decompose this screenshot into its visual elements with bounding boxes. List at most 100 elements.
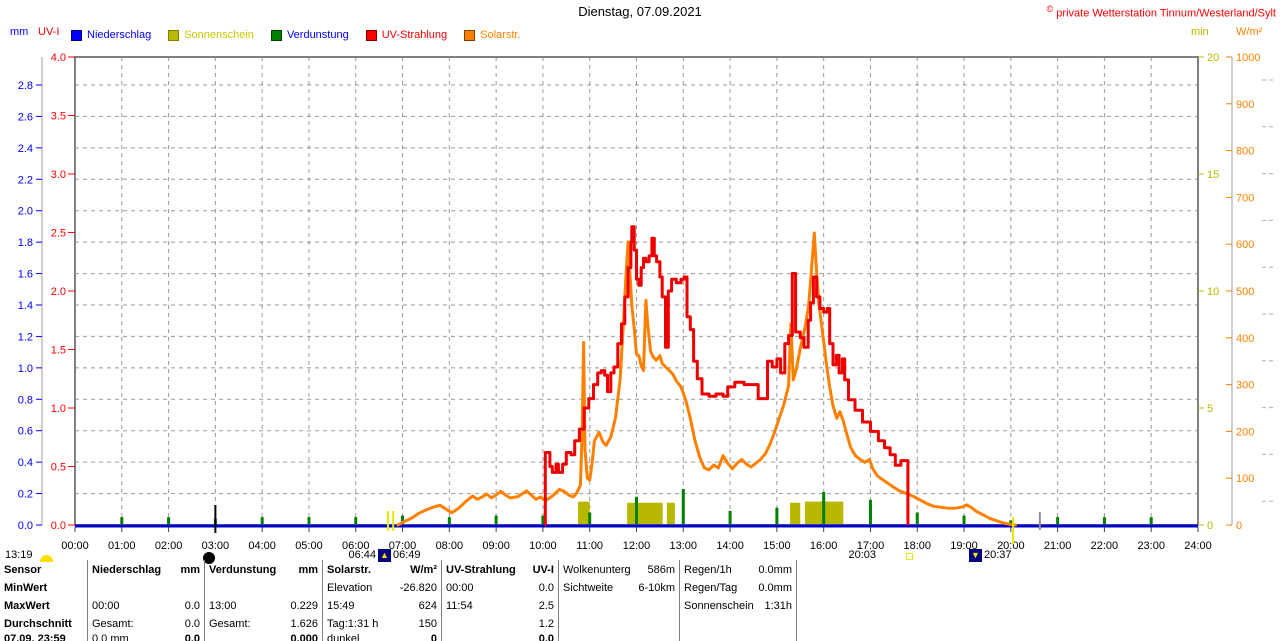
- table-cell-uv-strahlung: 0.0: [446, 633, 554, 641]
- uv-series: [543, 225, 910, 527]
- cell-label: 11:54: [446, 600, 473, 612]
- axis-tick-label: 4.0: [51, 52, 66, 64]
- axis-tick-label: 13:00: [670, 540, 698, 552]
- moonrise-time: 13:19: [5, 549, 33, 561]
- legend-swatch-icon: [464, 29, 476, 41]
- axis-tick-label: 21:00: [1044, 540, 1072, 552]
- cell-value: 2.5: [538, 600, 554, 612]
- axis-tick-label: 20: [1207, 52, 1219, 64]
- table-row-label: MinWert: [4, 582, 48, 594]
- axis-tick-label: 11:00: [576, 540, 603, 552]
- table-row-label: MaxWert: [4, 600, 50, 612]
- cell-value: 0.0mm: [758, 582, 792, 594]
- table-cell-solarstrahlung: 15:49 624: [327, 600, 437, 614]
- axis-tick-label: 08:00: [436, 540, 464, 552]
- axis-tick-label: 800: [1236, 146, 1254, 158]
- axis-tick-label: 18:00: [903, 540, 931, 552]
- table-cell-verdunstung: 0.000: [209, 633, 318, 641]
- axis-tick-label: 0.6: [18, 426, 33, 438]
- table-separator: [558, 560, 559, 641]
- axis-tick-label: 1.0: [51, 403, 66, 415]
- verdunstung-spike: [1056, 517, 1060, 525]
- dawn-time: 06:44: [348, 549, 376, 561]
- cell-value: mm: [180, 564, 200, 576]
- table-cell-solarstrahlung: dunkel 0: [327, 633, 437, 641]
- table-cell-uv-strahlung: 11:54 2.5: [446, 600, 554, 614]
- sunrise-icon: ▲: [378, 549, 391, 562]
- axis-tick-label: 0: [1207, 520, 1213, 532]
- axis-tick-label: 01:00: [108, 540, 136, 552]
- axis-unit-uvi: UV-I: [38, 26, 60, 38]
- sunset-icon: ▼: [969, 549, 982, 562]
- axis-tick-label: 05:00: [295, 540, 323, 552]
- cell-label: Regen/1h: [684, 564, 732, 576]
- table-cell-verdunstung: Gesamt: 1.626: [209, 618, 318, 632]
- cell-value: 0.0mm: [758, 564, 792, 576]
- weather-day-chart: 0.0 0.2 0.4 0.6 0.8 1.0 1.2 1.4 1.6 1.8 2.0 2.2 2.4 2…: [18, 52, 1274, 552]
- legend-item-verdunstung: Verdunstung: [270, 29, 349, 41]
- axis-tick-label: 2.0: [18, 206, 33, 218]
- axis-tick-label: 1.2: [18, 331, 33, 343]
- table-separator: [322, 560, 323, 641]
- table-row-label: Durchschnitt: [4, 618, 72, 630]
- axis-tick-label: 2.0: [51, 286, 66, 298]
- cell-value: 0.0: [538, 633, 554, 641]
- verdunstung-spike: [962, 515, 966, 525]
- legend-item-niederschlag: Niederschlag: [71, 29, 151, 41]
- cell-value: 1.2: [538, 618, 554, 630]
- verdunstung-spike: [728, 510, 732, 525]
- copyright-icon: ©: [1046, 4, 1054, 14]
- dusk-time: 20:37: [984, 549, 1012, 561]
- axis-unit-wm2: W/m²: [1236, 26, 1263, 38]
- axis-tick-label: 200: [1236, 426, 1254, 438]
- axis-tick-label: 23:00: [1137, 540, 1165, 552]
- legend-label: Sonnenschein: [184, 29, 254, 41]
- sunrise-time: 06:49: [393, 549, 421, 561]
- table-cell-niederschlag: 0.0 mm 0.0: [92, 633, 200, 641]
- cell-value: 0.000: [290, 633, 318, 641]
- verdunstung-spike: [868, 499, 872, 525]
- cell-value: 0.0: [538, 582, 554, 594]
- axis-tick-label: 20:00: [997, 540, 1025, 552]
- axis-tick-label: 1.4: [18, 300, 33, 312]
- cell-label: Niederschlag: [92, 564, 162, 576]
- cell-value: 150: [418, 618, 437, 630]
- copyright-text: private Wetterstation Tinnum/Westerland/…: [1056, 7, 1276, 20]
- cell-label: Solarstr.: [327, 564, 372, 576]
- verdunstung-spike: [120, 517, 124, 525]
- verdunstung-spike: [635, 496, 638, 525]
- solar-series: [396, 231, 1017, 527]
- table-separator: [204, 560, 205, 641]
- cell-label: Elevation: [327, 582, 373, 594]
- cell-value: mm: [298, 564, 318, 576]
- table-cell-uv-strahlung: UV-Strahlung UV-I: [446, 564, 554, 578]
- axis-tick-label: 24:00: [1184, 540, 1212, 552]
- table-cell-regen: Sonnenschein 1:31h: [684, 600, 792, 614]
- table-cell-regen: Regen/Tag 0.0mm: [684, 582, 792, 596]
- table-separator: [796, 560, 797, 641]
- legend-label: Niederschlag: [87, 29, 152, 41]
- axis-tick-label: 0: [1236, 520, 1242, 532]
- axis-tick-label: 0.5: [51, 462, 66, 474]
- cell-label: 15:49: [327, 600, 355, 612]
- axis-tick-label: 2.5: [51, 228, 66, 240]
- cell-value: W/m²: [410, 564, 437, 576]
- axis-tick-label: 04:00: [248, 540, 276, 552]
- table-cell-niederschlag: Gesamt: 0.0: [92, 618, 200, 632]
- axis-tick-label: 500: [1236, 286, 1254, 298]
- axis-tick-label: 02:00: [155, 540, 183, 552]
- cell-label: Verdunstung: [209, 564, 277, 576]
- axis-unit-min: min: [1191, 26, 1209, 38]
- axis-tick-label: 0.4: [18, 457, 33, 469]
- axis-tick-label: 16:00: [810, 540, 838, 552]
- verdunstung-spike: [588, 512, 592, 525]
- cell-label: Regen/Tag: [684, 582, 738, 594]
- verdunstung-spike: [822, 492, 826, 525]
- axis-tick-label: 1.5: [51, 345, 66, 357]
- legend-swatch-icon: [168, 29, 180, 41]
- new-moon-icon: [203, 552, 215, 564]
- cell-value: 0.0: [184, 618, 200, 630]
- axis-tick-label: 900: [1236, 99, 1254, 111]
- cell-label: 0.0 mm: [92, 633, 129, 641]
- legend-swatch-icon: [71, 29, 82, 41]
